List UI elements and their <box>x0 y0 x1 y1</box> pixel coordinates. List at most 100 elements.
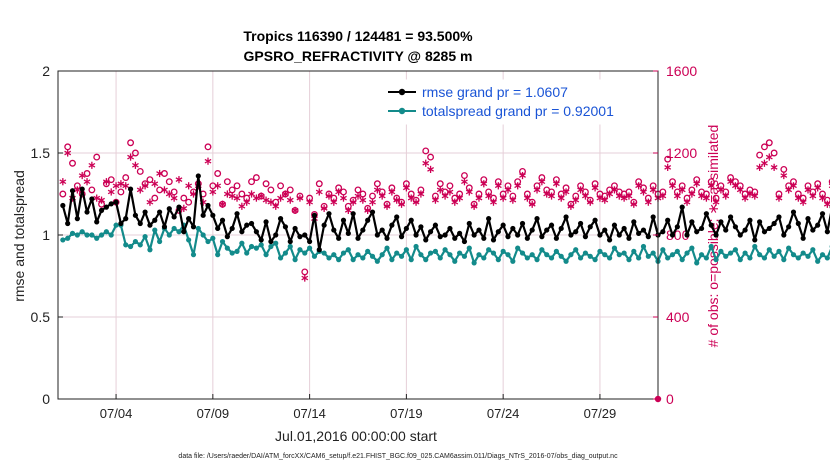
asterisk-stroke <box>475 195 483 201</box>
obs-assimilated-point <box>804 186 812 194</box>
data-point <box>379 227 385 233</box>
asterisk-stroke <box>509 197 517 203</box>
data-point <box>384 235 390 241</box>
data-point <box>757 252 763 258</box>
obs-possible-point <box>427 153 435 161</box>
data-point <box>273 232 279 238</box>
obs-assimilated-point <box>736 186 744 194</box>
data-point <box>365 217 371 223</box>
obs-possible-point <box>267 186 275 194</box>
data-point <box>326 211 332 217</box>
obs-assimilated-point <box>819 194 826 202</box>
obs-assimilated-point <box>388 188 396 196</box>
data-point <box>781 232 787 238</box>
asterisk-stroke <box>78 173 86 178</box>
obs-assimilated-point <box>678 186 686 194</box>
asterisk-stroke <box>373 187 381 193</box>
data-point <box>471 260 477 266</box>
data-point <box>679 257 685 263</box>
asterisk-stroke <box>146 199 154 205</box>
obs-assimilated-point <box>823 200 830 208</box>
y-left-tick-label: 2 <box>42 63 50 79</box>
y-axis-left-ticks: 0 0.5 1 1.5 2 <box>31 63 51 407</box>
data-point <box>515 232 521 238</box>
asterisk-stroke <box>112 183 120 189</box>
asterisk-stroke <box>538 179 546 185</box>
asterisk-stroke <box>606 191 614 197</box>
obs-assimilated-point <box>185 182 193 190</box>
asterisk-stroke <box>799 199 807 205</box>
obs-possible-point <box>422 147 430 155</box>
data-point <box>708 222 714 228</box>
data-point <box>461 253 468 259</box>
data-point <box>127 243 134 250</box>
obs-assimilated-point <box>586 198 594 206</box>
obs-assimilated-point <box>528 200 536 208</box>
y-axis-left-label: rmse and totalspread <box>11 170 27 302</box>
data-point <box>510 225 516 232</box>
legend-box <box>385 79 653 125</box>
asterisk-stroke <box>122 183 130 189</box>
data-point <box>282 224 289 230</box>
obs-assimilated-point <box>320 204 328 212</box>
data-point <box>819 211 826 217</box>
data-point <box>795 255 801 261</box>
data-point <box>239 240 245 246</box>
data-point <box>742 250 748 256</box>
data-point <box>65 235 71 241</box>
asterisk-stroke <box>451 199 459 205</box>
obs-possible-point <box>461 172 468 179</box>
asterisk-stroke <box>514 183 522 189</box>
asterisk-stroke <box>698 193 705 199</box>
data-point <box>190 224 197 230</box>
data-point <box>694 229 700 235</box>
data-point <box>137 220 143 227</box>
data-point <box>665 217 671 223</box>
data-point <box>176 204 182 210</box>
data-point <box>423 257 429 263</box>
asterisk-stroke <box>630 201 638 207</box>
data-point <box>224 234 230 240</box>
obs-possible-point <box>286 186 294 194</box>
data-point <box>800 235 806 241</box>
asterisk-stroke <box>378 193 386 199</box>
obs-assimilated-point <box>731 182 739 190</box>
asterisk-stroke <box>548 193 555 199</box>
data-point <box>790 209 797 215</box>
legend-spread-marker <box>398 107 406 115</box>
data-point <box>408 217 414 223</box>
asterisk-stroke <box>785 187 793 193</box>
data-point <box>553 248 559 254</box>
obs-possible-point <box>127 139 135 147</box>
data-point <box>529 252 535 258</box>
asterisk-stroke <box>441 193 449 199</box>
data-point <box>757 219 763 225</box>
asterisk-stroke <box>127 154 135 160</box>
data-point <box>147 247 153 253</box>
data-point <box>171 225 177 232</box>
legend-rmse-label: rmse grand pr = 1.0607 <box>422 84 568 100</box>
data-point <box>166 206 172 212</box>
obs-assimilated-point <box>93 194 101 202</box>
obs-assimilated-point <box>615 192 623 200</box>
data-point <box>108 232 114 238</box>
obs-assimilated-point <box>707 182 715 190</box>
asterisk-stroke <box>659 193 667 199</box>
obs-possible-point <box>107 176 115 184</box>
asterisk-stroke <box>180 205 188 211</box>
data-point <box>665 255 671 261</box>
obs-assimilated-point <box>620 194 628 202</box>
asterisk-stroke <box>543 191 551 197</box>
asterisk-stroke <box>707 183 715 189</box>
data-point <box>544 227 550 233</box>
obs-assimilated-point <box>669 182 676 190</box>
data-point <box>89 232 95 238</box>
data-point <box>307 238 313 245</box>
obs-assimilated-point <box>83 178 91 186</box>
obs-assimilated-point <box>412 198 420 206</box>
obs-assimilated-point <box>799 198 807 206</box>
data-point <box>742 227 748 233</box>
y-left-tick-label: 1.5 <box>31 145 51 161</box>
data-point <box>60 237 66 243</box>
data-point <box>737 257 743 263</box>
